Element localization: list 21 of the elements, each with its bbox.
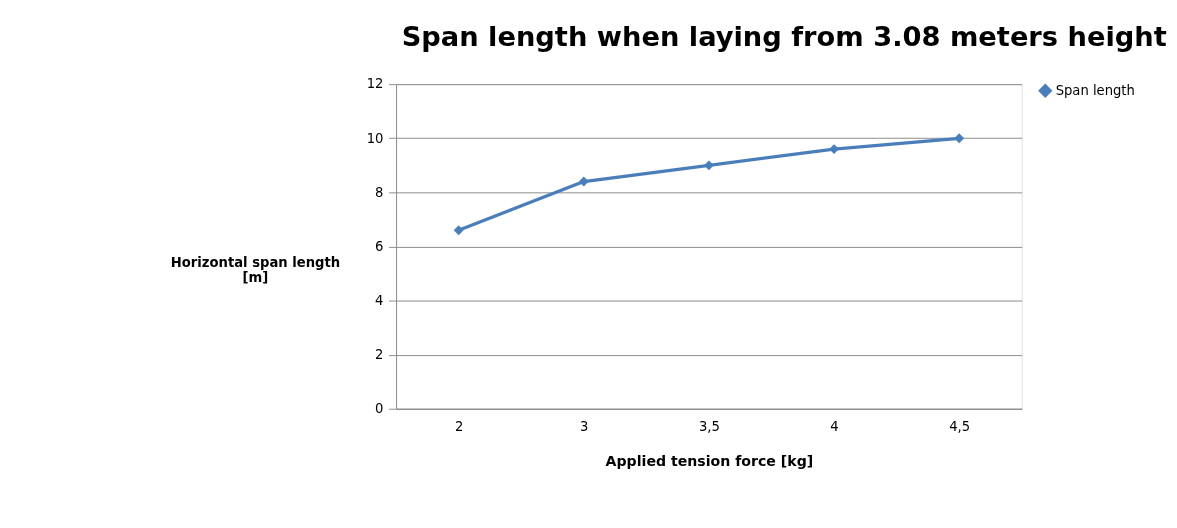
y-tick-label: 6 bbox=[375, 238, 384, 254]
y-tick-label: 10 bbox=[366, 130, 384, 146]
point bbox=[578, 176, 589, 187]
y-tick-label: 2 bbox=[375, 346, 384, 362]
point bbox=[453, 225, 464, 236]
y-tick-label: 0 bbox=[375, 401, 384, 416]
x-tick-label: 4,5 bbox=[949, 418, 971, 434]
point bbox=[829, 144, 839, 155]
x-tick-label: 3,5 bbox=[698, 418, 720, 434]
point bbox=[954, 133, 965, 144]
point bbox=[703, 160, 714, 171]
x-tick-label: 4 bbox=[830, 418, 839, 434]
chart-title: Span length when laying from 3.08 meters height bbox=[401, 20, 1167, 52]
y-tick-label: 4 bbox=[375, 292, 384, 308]
x-axis-title: Applied tension force [kg] bbox=[605, 452, 814, 469]
y-axis-title: Horizontal span length [m] bbox=[170, 255, 341, 286]
x-tick-label: 3 bbox=[580, 418, 589, 434]
y-tick-label: 12 bbox=[366, 76, 384, 92]
x-tick-label: 2 bbox=[454, 418, 464, 434]
legend-label: Span length bbox=[1055, 82, 1135, 98]
y-tick-label: 8 bbox=[375, 184, 384, 200]
